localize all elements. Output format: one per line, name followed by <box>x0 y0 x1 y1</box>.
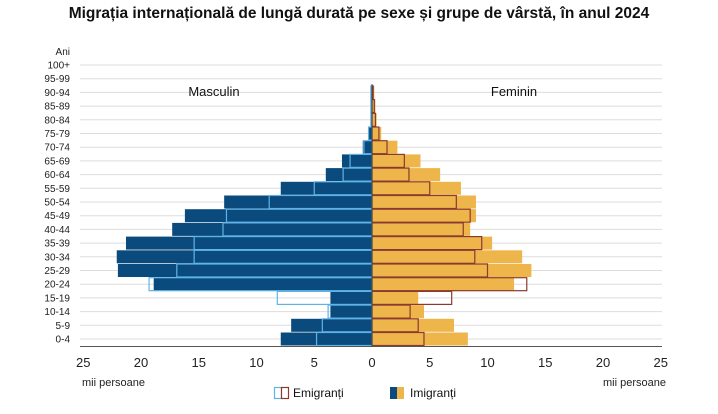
bar-imigranti-feminin <box>372 236 493 250</box>
bar-imigranti-masculin <box>172 222 372 236</box>
y-tick-label: 20-24 <box>44 280 70 291</box>
y-tick-label: 70-74 <box>44 143 70 154</box>
bar-imigranti-masculin <box>125 236 372 250</box>
legend-label-emigranti: Emigranți <box>293 386 344 400</box>
bars <box>116 84 532 347</box>
x-tick-label: 25 <box>76 355 90 370</box>
y-tick-label: 5-9 <box>56 321 71 332</box>
bar-imigranti-feminin <box>372 154 421 168</box>
y-tick-label: 10-14 <box>44 307 70 318</box>
y-tick-label: 50-54 <box>44 198 70 209</box>
legend-swatch-imigranti-female <box>397 387 404 399</box>
legend-swatch-emigranti-male <box>273 386 283 400</box>
y-tick-label: 35-39 <box>44 239 70 250</box>
y-tick-label: 45-49 <box>44 211 70 222</box>
bar-imigranti-masculin <box>116 250 373 264</box>
x-tick-label: 20 <box>596 355 610 370</box>
x-unit-label-right: mii persoane <box>603 377 666 389</box>
bar-imigranti-masculin <box>325 168 372 182</box>
x-tick-label: 25 <box>654 355 668 370</box>
bar-imigranti-masculin <box>368 127 372 140</box>
legend-swatch-emigranti-female <box>280 386 290 400</box>
bar-imigranti-masculin <box>280 332 372 346</box>
x-tick-label: 20 <box>134 355 148 370</box>
bar-imigranti-masculin <box>362 140 372 154</box>
bar-imigranti-feminin <box>372 127 382 140</box>
x-unit-label-left: mii persoane <box>82 377 145 389</box>
y-tick-label: 75-79 <box>44 129 70 140</box>
x-tick-label: 5 <box>426 355 433 370</box>
y-tick-label: 25-29 <box>44 266 70 277</box>
bar-imigranti-masculin <box>224 195 372 209</box>
y-tick-label: 60-64 <box>44 170 70 181</box>
y-axis-label: Ani <box>56 47 70 58</box>
bar-imigranti-feminin <box>372 277 515 291</box>
bar-imigranti-feminin <box>372 250 523 264</box>
bar-imigranti-feminin <box>372 318 455 332</box>
y-tick-label: 80-84 <box>44 115 70 126</box>
bar-imigranti-feminin <box>372 113 377 127</box>
bar-imigranti-feminin <box>372 332 468 346</box>
y-tick-label: 40-44 <box>44 225 70 236</box>
y-tick-label: 15-19 <box>44 293 70 304</box>
legend-item-emigranti: Emigranți <box>273 386 344 400</box>
bar-imigranti-masculin <box>330 291 372 305</box>
bar-imigranti-feminin <box>372 264 532 277</box>
y-tick-label: 55-59 <box>44 184 70 195</box>
bar-imigranti-feminin <box>372 140 398 154</box>
x-tick-label: 5 <box>311 355 318 370</box>
legend-swatch-imigranti-male <box>390 387 397 399</box>
bar-imigranti-feminin <box>372 181 461 195</box>
group-label-male: Masculin <box>188 84 239 99</box>
x-tick-label: 0 <box>368 355 375 370</box>
chart-title: Migrația internațională de lungă durată … <box>68 5 650 22</box>
bar-imigranti-feminin <box>372 209 476 223</box>
x-tick-label: 10 <box>249 355 263 370</box>
axis-labels: 0-4 5-9 10-14 15-19 20-24 25-29 30-34 35-39 40-4… <box>44 47 668 370</box>
x-tick-label: 15 <box>538 355 552 370</box>
bar-imigranti-masculin <box>330 305 372 319</box>
y-tick-label: 0-4 <box>56 335 71 346</box>
bar-imigranti-feminin <box>372 195 476 209</box>
x-tick-label: 15 <box>192 355 206 370</box>
bar-imigranti-feminin <box>372 168 441 182</box>
group-label-female: Feminin <box>491 84 537 99</box>
y-tick-label: 100+ <box>47 61 70 72</box>
x-tick-label: 10 <box>480 355 494 370</box>
bar-imigranti-feminin <box>372 291 419 305</box>
y-tick-label: 95-99 <box>44 74 70 85</box>
legend: Emigranți Imigranți <box>273 386 456 400</box>
bar-imigranti-masculin <box>184 209 372 223</box>
bar-imigranti-masculin <box>153 277 372 291</box>
bar-imigranti-masculin <box>117 264 373 277</box>
bar-imigranti-masculin <box>280 181 372 195</box>
legend-item-imigranti: Imigranți <box>390 386 456 400</box>
y-tick-label: 90-94 <box>44 88 70 99</box>
bar-imigranti-masculin <box>341 154 372 168</box>
bar-imigranti-feminin <box>372 305 424 319</box>
bar-imigranti-masculin <box>291 318 372 332</box>
bar-imigranti-feminin <box>372 222 471 236</box>
y-tick-label: 30-34 <box>44 252 70 263</box>
legend-label-imigranti: Imigranți <box>410 386 456 400</box>
y-tick-label: 65-69 <box>44 156 70 167</box>
y-tick-label: 85-89 <box>44 102 70 113</box>
